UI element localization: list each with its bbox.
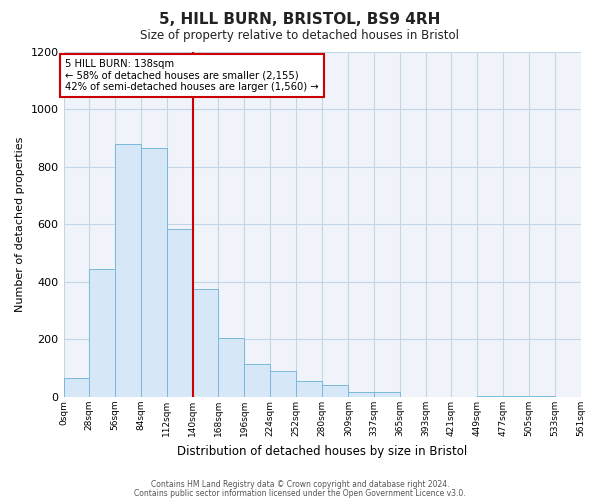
Bar (193, 289, 218, 397)
Text: Contains public sector information licensed under the Open Government Licence v3: Contains public sector information licen… (134, 488, 466, 498)
Bar (167, 228, 193, 397)
Bar (374, 392, 400, 397)
Bar (296, 380, 322, 397)
Bar (141, 148, 167, 397)
Text: Contains HM Land Registry data © Crown copyright and database right 2024.: Contains HM Land Registry data © Crown c… (151, 480, 449, 489)
Bar (529, 396, 554, 397)
Text: Size of property relative to detached houses in Bristol: Size of property relative to detached ho… (140, 29, 460, 42)
Y-axis label: Number of detached properties: Number of detached properties (15, 136, 25, 312)
Bar (218, 338, 244, 397)
Bar (348, 392, 374, 397)
Bar (270, 371, 296, 397)
Bar (89, 269, 115, 397)
Text: 5 HILL BURN: 138sqm
← 58% of detached houses are smaller (2,155)
42% of semi-det: 5 HILL BURN: 138sqm ← 58% of detached ho… (65, 58, 319, 92)
Bar (503, 396, 529, 397)
X-axis label: Distribution of detached houses by size in Bristol: Distribution of detached houses by size … (177, 444, 467, 458)
Bar (477, 396, 503, 397)
Bar (64, 378, 89, 397)
Bar (244, 364, 270, 397)
Bar (115, 144, 141, 397)
Bar (322, 385, 348, 397)
Text: 5, HILL BURN, BRISTOL, BS9 4RH: 5, HILL BURN, BRISTOL, BS9 4RH (160, 12, 440, 28)
